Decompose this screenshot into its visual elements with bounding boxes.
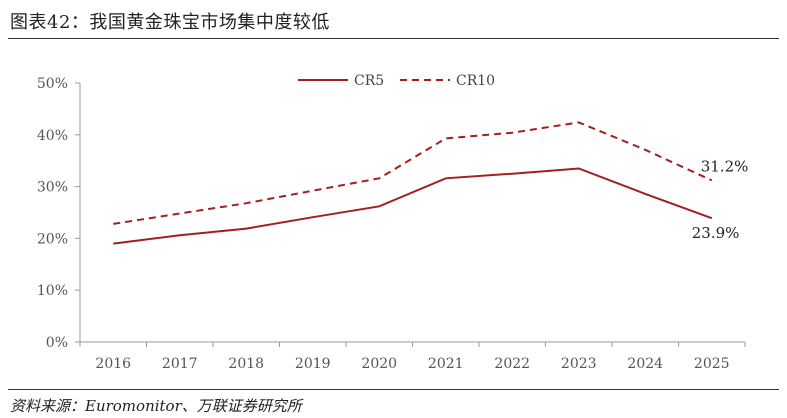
chart-title: 图表42：我国黄金珠宝市场集中度较低: [10, 12, 330, 33]
series-line-cr10: [113, 121, 713, 225]
y-tick-label: 20%: [37, 231, 68, 247]
legend-label-cr5: CR5: [354, 73, 384, 89]
y-tick-label: 0%: [46, 335, 68, 351]
x-tick-label: 2023: [561, 356, 597, 372]
x-tick-label: 2021: [428, 356, 464, 372]
x-tick-label: 2022: [494, 356, 530, 372]
y-tick-label: 10%: [37, 283, 68, 299]
x-tick-label: 2019: [295, 356, 331, 372]
axes: 0% 10% 20% 30% 40% 50% 2016 2017 2018 2019 2020 202…: [37, 76, 746, 372]
y-tick-label: 40%: [37, 128, 68, 144]
x-tick-label: 2018: [228, 356, 264, 372]
y-tick-label: 30%: [37, 180, 68, 196]
source-divider: [8, 389, 779, 390]
source-note: 资料来源：Euromonitor、万联证券研究所: [10, 397, 302, 415]
x-tick-label: 2016: [95, 356, 131, 372]
x-tick-label: 2025: [694, 356, 730, 372]
title-divider: [8, 38, 779, 39]
data-label-cr5: 23.9%: [692, 224, 740, 242]
y-tick-label: 50%: [37, 76, 68, 92]
x-tick-label: 2020: [361, 356, 397, 372]
x-tick-label: 2017: [162, 356, 198, 372]
series-line-cr5: [113, 167, 713, 245]
legend: CR5 CR10: [298, 73, 495, 89]
series-layer: [113, 121, 713, 245]
legend-label-cr10: CR10: [456, 73, 495, 89]
x-tick-label: 2024: [627, 356, 663, 372]
data-label-cr10: 31.2%: [701, 157, 749, 175]
data-labels: 31.2% 23.9%: [692, 157, 749, 242]
